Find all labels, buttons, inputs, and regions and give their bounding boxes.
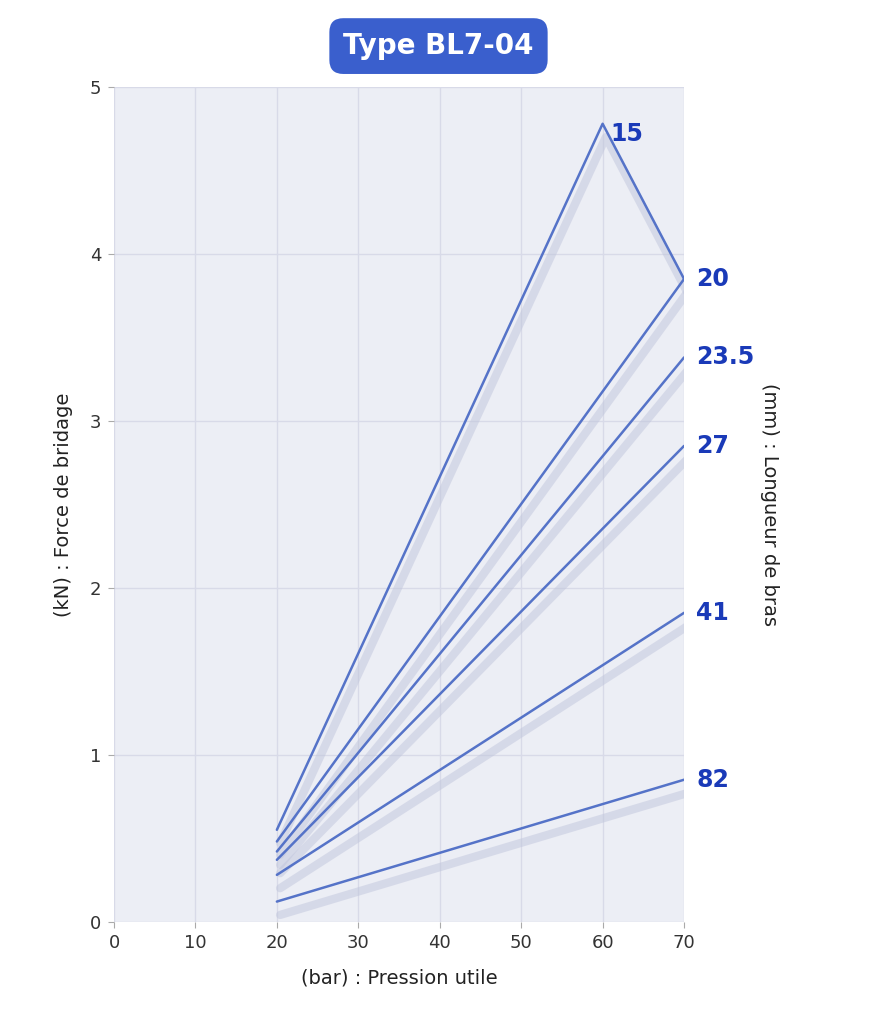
Text: 41: 41 bbox=[696, 601, 729, 625]
Text: 82: 82 bbox=[696, 768, 729, 792]
Y-axis label: (kN) : Force de bridage: (kN) : Force de bridage bbox=[54, 392, 74, 616]
X-axis label: (bar) : Pression utile: (bar) : Pression utile bbox=[301, 969, 497, 988]
Text: 15: 15 bbox=[610, 122, 644, 145]
Text: 20: 20 bbox=[696, 267, 729, 291]
Text: Type BL7-04: Type BL7-04 bbox=[343, 32, 534, 60]
Text: 27: 27 bbox=[696, 434, 729, 458]
Y-axis label: (mm) : Longueur de bras: (mm) : Longueur de bras bbox=[760, 383, 780, 626]
Text: 23.5: 23.5 bbox=[696, 345, 754, 370]
